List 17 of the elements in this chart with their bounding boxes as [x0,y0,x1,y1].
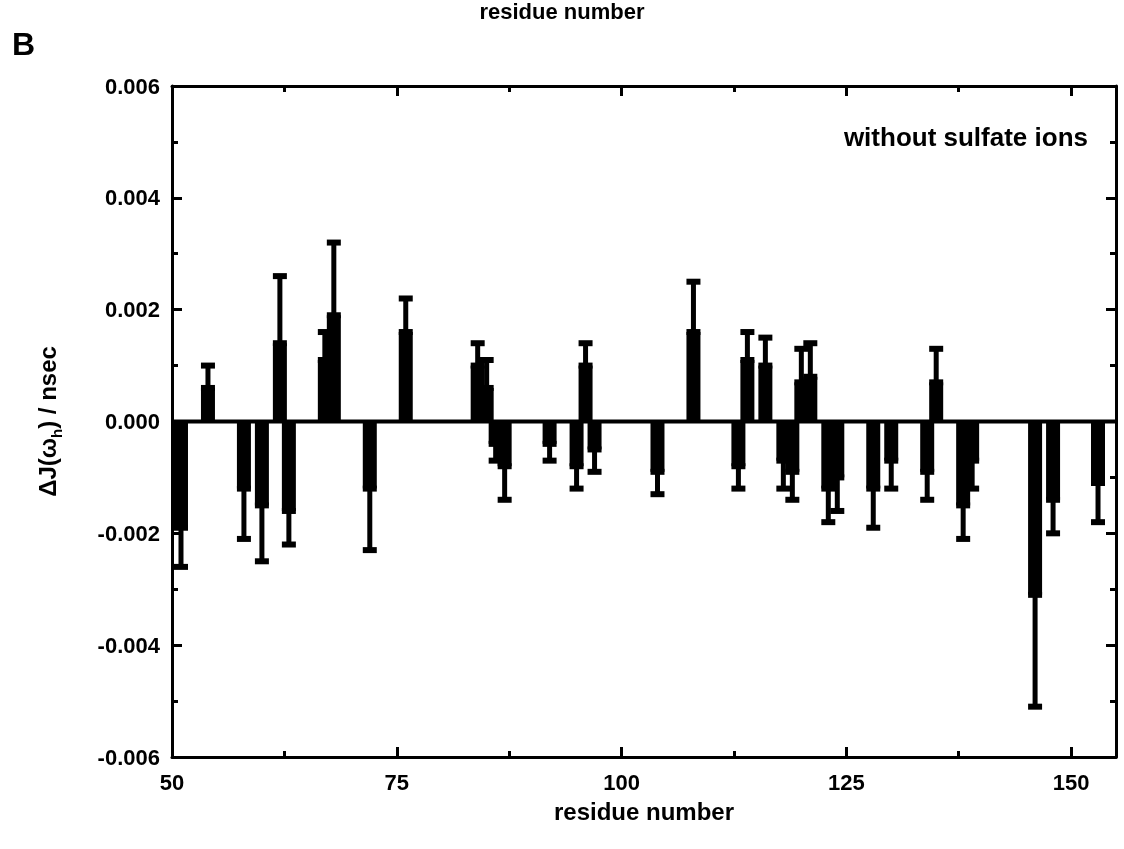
y-tick-label: 0.002 [104,297,160,323]
x-tick-label: 125 [827,769,865,795]
x-tick-label: 75 [384,769,409,795]
y-tick-label: -0.006 [97,744,160,770]
text: B [12,26,36,62]
x-tick-label: 150 [1052,769,1090,795]
annotation: without sulfate ions [842,122,1088,152]
y-tick-label: 0.006 [104,73,160,99]
x-tick-label: 100 [603,769,640,795]
y-tick-label: 0.004 [104,185,161,211]
y-tick-label: -0.004 [97,632,161,658]
x-tick-label: 50 [159,769,185,795]
y-tick-label: -0.002 [97,520,160,546]
x-axis-title: residue number [553,797,735,825]
text: residue number [479,0,645,24]
y-axis-title: ΔJ(ωh) / nsec [33,346,65,497]
y-tick-label: 0.000 [104,409,160,434]
